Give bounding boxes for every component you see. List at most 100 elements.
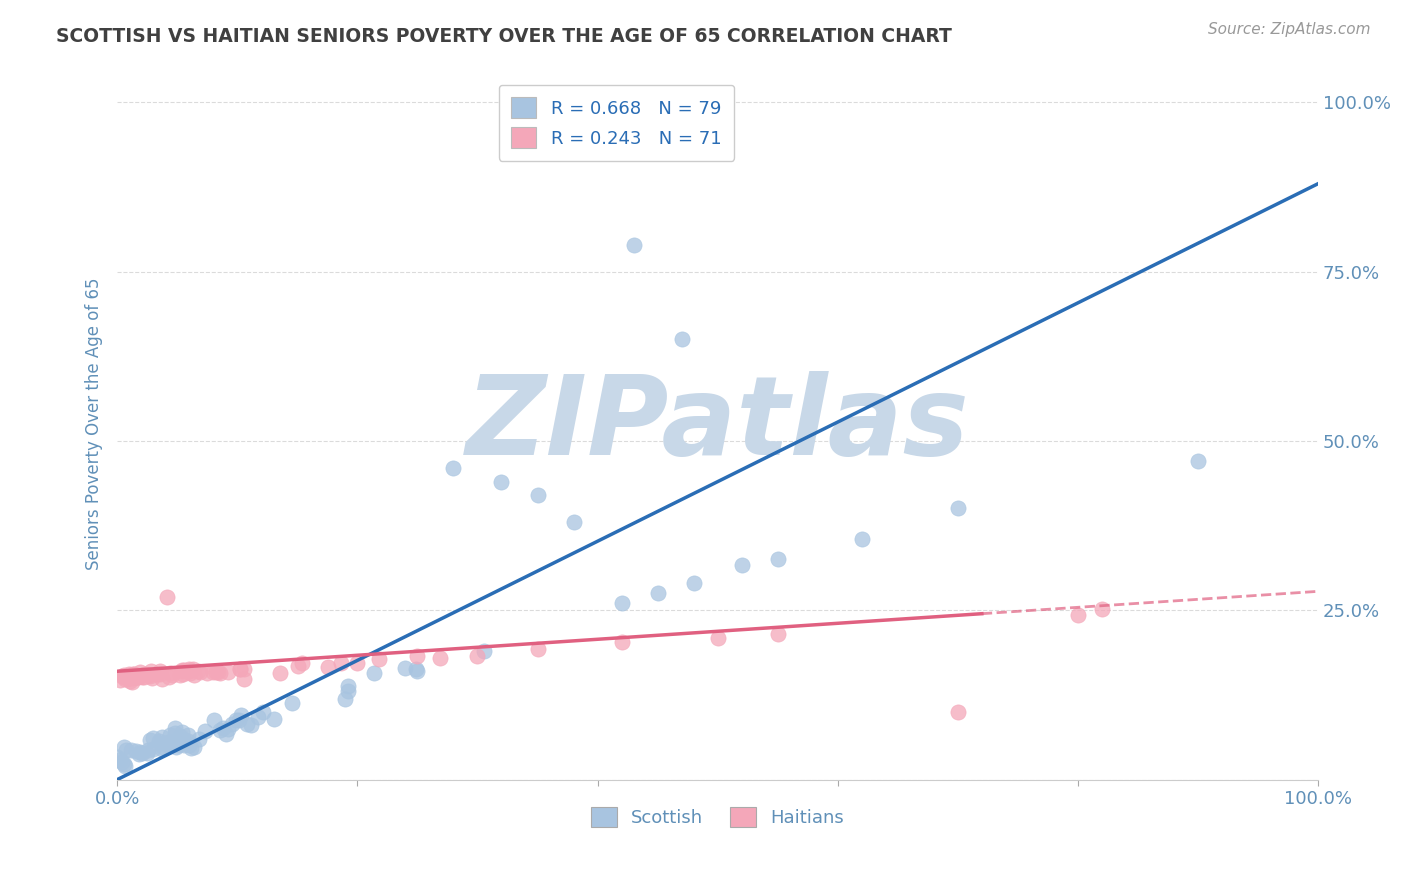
Point: [336, 679, 359, 693]
Point: [165, 721, 187, 735]
Point: [157, 739, 180, 753]
Point: [177, 662, 200, 676]
Point: [316, 660, 339, 674]
Point: [236, 716, 259, 731]
Point: [150, 730, 173, 744]
Point: [190, 665, 212, 679]
Point: [228, 713, 250, 727]
Point: [180, 741, 202, 756]
Point: [172, 666, 194, 681]
Point: [290, 656, 312, 670]
Point: [111, 755, 134, 769]
Point: [946, 501, 969, 516]
Point: [157, 670, 180, 684]
Point: [173, 664, 195, 678]
Point: [134, 666, 156, 681]
Point: [142, 731, 165, 745]
Point: [131, 667, 153, 681]
Point: [333, 692, 356, 706]
Point: [177, 738, 200, 752]
Point: [406, 648, 429, 663]
Point: [112, 739, 135, 754]
Point: [159, 665, 181, 680]
Point: [281, 696, 304, 710]
Point: [766, 551, 789, 566]
Point: [851, 532, 873, 546]
Point: [127, 670, 149, 684]
Point: [706, 631, 728, 645]
Point: [149, 667, 172, 681]
Text: ZIPatlas: ZIPatlas: [465, 370, 970, 477]
Point: [170, 663, 193, 677]
Point: [467, 648, 489, 663]
Point: [526, 488, 548, 502]
Point: [150, 741, 173, 756]
Point: [121, 674, 143, 689]
Point: [610, 634, 633, 648]
Point: [330, 656, 353, 670]
Point: [287, 659, 309, 673]
Point: [162, 736, 184, 750]
Point: [156, 590, 179, 604]
Point: [125, 670, 148, 684]
Point: [346, 657, 368, 671]
Point: [177, 733, 200, 747]
Point: [129, 665, 152, 680]
Point: [232, 672, 254, 686]
Point: [157, 734, 180, 748]
Point: [195, 666, 218, 681]
Point: [671, 333, 693, 347]
Point: [212, 722, 235, 736]
Point: [225, 713, 247, 727]
Point: [1067, 607, 1090, 622]
Point: [111, 669, 134, 683]
Point: [252, 706, 274, 720]
Point: [108, 673, 131, 687]
Point: [946, 705, 969, 719]
Point: [162, 668, 184, 682]
Point: [491, 475, 513, 489]
Point: [139, 733, 162, 747]
Point: [526, 642, 548, 657]
Point: [117, 672, 139, 686]
Point: [682, 576, 704, 591]
Point: [169, 730, 191, 744]
Text: Source: ZipAtlas.com: Source: ZipAtlas.com: [1208, 22, 1371, 37]
Point: [150, 672, 173, 686]
Point: [221, 716, 243, 731]
Point: [169, 668, 191, 682]
Point: [1187, 454, 1209, 468]
Point: [159, 728, 181, 742]
Point: [204, 665, 226, 680]
Point: [177, 728, 200, 742]
Point: [215, 726, 238, 740]
Point: [187, 731, 209, 746]
Point: [112, 757, 135, 772]
Point: [117, 667, 139, 681]
Point: [149, 736, 172, 750]
Point: [263, 711, 285, 725]
Point: [202, 665, 225, 679]
Point: [177, 665, 200, 679]
Point: [647, 586, 669, 600]
Point: [217, 665, 239, 679]
Point: [731, 558, 754, 573]
Point: [132, 670, 155, 684]
Point: [246, 710, 269, 724]
Point: [367, 652, 389, 666]
Point: [170, 725, 193, 739]
Point: [183, 739, 205, 754]
Point: [118, 673, 141, 688]
Point: [766, 627, 789, 641]
Point: [228, 662, 250, 676]
Point: [207, 665, 229, 679]
Point: [122, 667, 145, 681]
Point: [269, 665, 291, 680]
Point: [233, 662, 256, 676]
Point: [129, 745, 152, 759]
Point: [136, 746, 159, 760]
Y-axis label: Seniors Poverty Over the Age of 65: Seniors Poverty Over the Age of 65: [86, 277, 103, 570]
Point: [562, 515, 585, 529]
Point: [142, 742, 165, 756]
Point: [115, 743, 138, 757]
